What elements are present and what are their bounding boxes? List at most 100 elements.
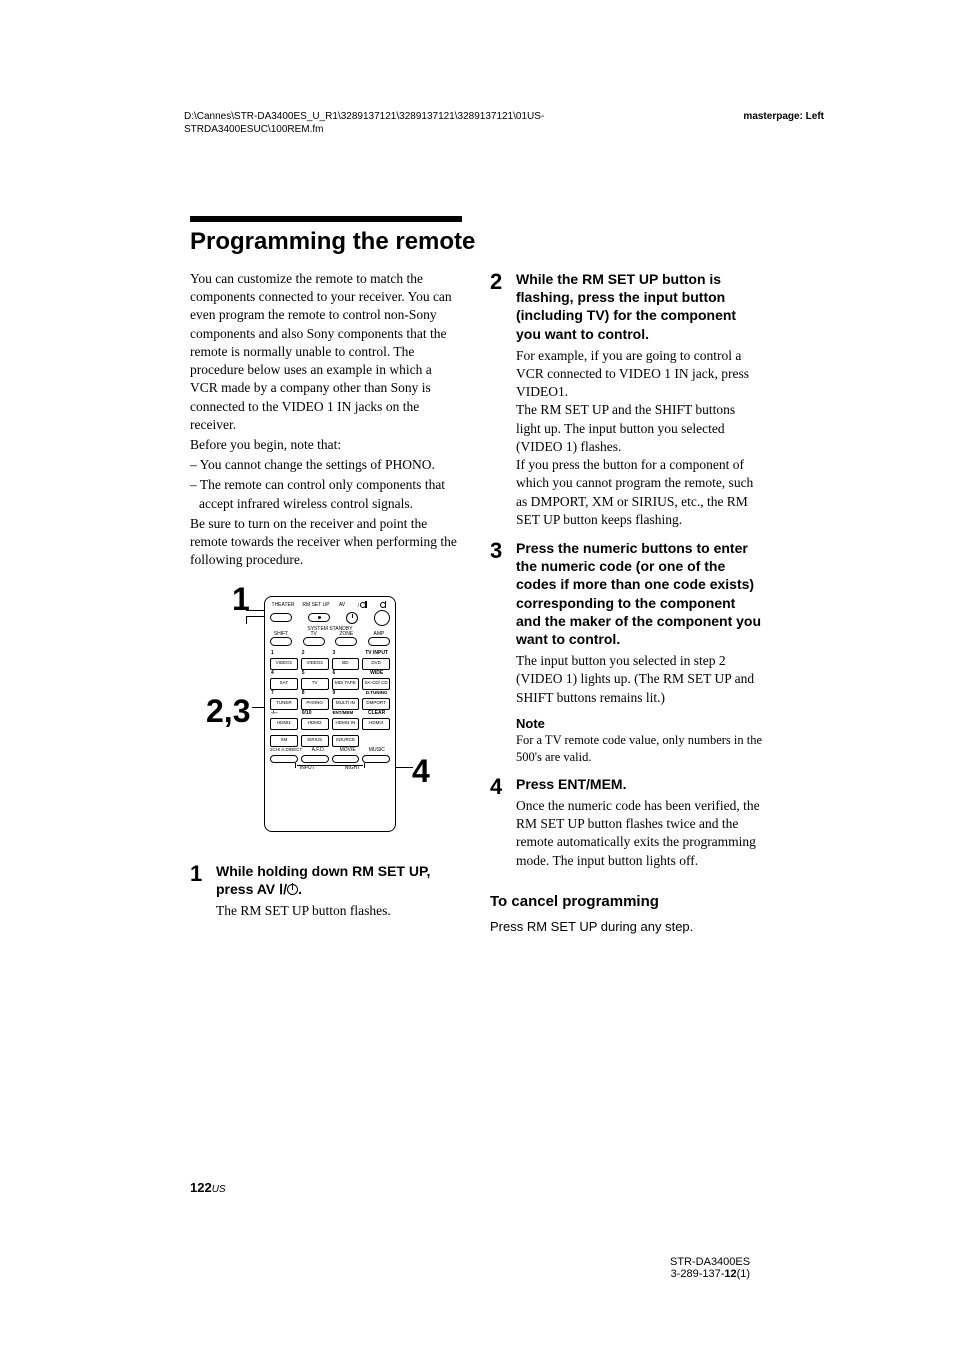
lbl-av: AV bbox=[336, 603, 348, 608]
title-rule bbox=[190, 216, 462, 222]
power-icon bbox=[287, 884, 298, 895]
lbl-theater: THEATER bbox=[270, 603, 296, 608]
key: SA-CD/ CD bbox=[362, 678, 390, 690]
btn bbox=[303, 637, 325, 646]
footer-model-rev: STR-DA3400ES 3-289-137-12(1) bbox=[670, 1256, 750, 1280]
key: VIDEO1 bbox=[270, 658, 298, 670]
num: 8 bbox=[301, 690, 329, 696]
cancel-text: Press RM SET UP during any step. bbox=[490, 918, 762, 936]
intro-bullet1: – You cannot change the settings of PHON… bbox=[190, 456, 462, 474]
num: ENT/MEM bbox=[332, 710, 360, 716]
lbl-zone: ZONE bbox=[335, 632, 357, 637]
btn-power bbox=[374, 610, 390, 626]
note-heading: Note bbox=[516, 715, 762, 733]
step-2-t1: For example, if you are going to control… bbox=[516, 347, 762, 402]
btn-av bbox=[346, 612, 358, 624]
page-title: Programming the remote bbox=[190, 228, 780, 256]
columns: You can customize the remote to match th… bbox=[190, 270, 780, 936]
step-3: 3 Press the numeric buttons to enter the… bbox=[490, 539, 762, 765]
intro-p1: You can customize the remote to match th… bbox=[190, 270, 462, 434]
note-text: For a TV remote code value, only numbers… bbox=[516, 732, 762, 765]
key: VIDEO2 bbox=[301, 658, 329, 670]
key: TUNER bbox=[270, 698, 298, 710]
lbl: 2CH/ A.DIRECT bbox=[270, 748, 302, 753]
cancel-heading: To cancel programming bbox=[490, 892, 762, 912]
step-number: 3 bbox=[490, 539, 516, 562]
lbl-io: / bbox=[354, 602, 370, 609]
page-content: D:\Cannes\STR-DA3400ES_U_R1\3289137121\3… bbox=[190, 110, 780, 936]
power-icon bbox=[380, 602, 386, 608]
masterpage-label: masterpage: Left bbox=[743, 110, 824, 136]
intro-p2: Before you begin, note that: bbox=[190, 436, 462, 454]
callout-4: 4 bbox=[412, 750, 430, 793]
btn bbox=[368, 637, 390, 646]
num: 3 bbox=[332, 650, 360, 656]
divider bbox=[297, 765, 363, 766]
num: 9 bbox=[332, 690, 360, 696]
key: HDMI3 IN bbox=[332, 718, 360, 730]
step-1-head: While holding down RM SET UP, press AV Ⅰ… bbox=[216, 862, 462, 898]
btn bbox=[362, 755, 390, 763]
key: TV bbox=[301, 678, 329, 690]
btn bbox=[335, 637, 357, 646]
num: 1 bbox=[270, 650, 298, 656]
key: SIRIUS bbox=[301, 735, 329, 747]
num: 6 bbox=[332, 670, 360, 676]
num: 5 bbox=[301, 670, 329, 676]
lbl-rmsetup: RM SET UP bbox=[302, 603, 330, 608]
key: DVD bbox=[362, 658, 390, 670]
num: TV INPUT bbox=[362, 650, 390, 656]
btn-theater bbox=[270, 613, 292, 622]
column-left: You can customize the remote to match th… bbox=[190, 270, 462, 936]
key: DMPORT bbox=[362, 698, 390, 710]
num: 4 bbox=[270, 670, 298, 676]
num: 7 bbox=[270, 690, 298, 696]
step-1: 1 While holding down RM SET UP, press AV… bbox=[190, 862, 462, 921]
btn bbox=[270, 755, 298, 763]
page-header-meta: D:\Cannes\STR-DA3400ES_U_R1\3289137121\3… bbox=[184, 110, 824, 136]
step-number: 2 bbox=[490, 270, 516, 293]
power-icon bbox=[360, 602, 366, 608]
step-2-t3: If you press the button for a component … bbox=[516, 456, 762, 529]
key: XM bbox=[270, 735, 298, 747]
lbl-amp: AMP bbox=[368, 632, 390, 637]
key: SAT bbox=[270, 678, 298, 690]
step-number: 1 bbox=[190, 862, 216, 885]
num: 2 bbox=[301, 650, 329, 656]
intro-bullet2: – The remote can control only components… bbox=[190, 476, 462, 512]
step-4: 4 Press ENT/MEM. Once the numeric code h… bbox=[490, 775, 762, 870]
step-3-t1: The input button you selected in step 2 … bbox=[516, 652, 762, 707]
leader bbox=[246, 616, 247, 624]
intro-p3: Be sure to turn on the receiver and poin… bbox=[190, 515, 462, 570]
step-4-t1: Once the numeric code has been verified,… bbox=[516, 797, 762, 870]
lbl: MUSIC bbox=[364, 748, 390, 753]
file-path: D:\Cannes\STR-DA3400ES_U_R1\3289137121\3… bbox=[184, 110, 584, 136]
key: MD/ TAPE bbox=[332, 678, 360, 690]
lbl: MOVIE bbox=[335, 748, 361, 753]
btn bbox=[301, 755, 329, 763]
num: D.TUNING bbox=[362, 690, 390, 696]
step-2-t2: The RM SET UP and the SHIFT buttons ligh… bbox=[516, 401, 762, 456]
key: HDMI1 bbox=[270, 718, 298, 730]
btn bbox=[270, 637, 292, 646]
lbl-night: NIGHT bbox=[345, 766, 361, 771]
step-number: 4 bbox=[490, 775, 516, 798]
callout-1: 1 bbox=[232, 578, 250, 621]
num: CLEAR bbox=[362, 710, 390, 716]
lbl-io2 bbox=[376, 602, 390, 609]
key: BD bbox=[332, 658, 360, 670]
step-2-head: While the RM SET UP button is flashing, … bbox=[516, 270, 762, 343]
btn-rmsetup bbox=[308, 613, 330, 622]
page-number: 122US bbox=[190, 1180, 226, 1195]
btn bbox=[332, 755, 360, 763]
num: -/-- bbox=[270, 710, 298, 716]
lbl-shift: SHIFT bbox=[270, 632, 292, 637]
step-3-head: Press the numeric buttons to enter the n… bbox=[516, 539, 762, 648]
key: PHONO bbox=[301, 698, 329, 710]
num: 0/10 bbox=[301, 710, 329, 716]
key: MULTI IN bbox=[332, 698, 360, 710]
key: HDMI4 bbox=[362, 718, 390, 730]
remote-diagram: 1 2,3 4 THEATER RM SET UP AV / bbox=[190, 582, 462, 852]
lbl-input: INPUT bbox=[300, 766, 315, 771]
lbl: A.F.D. bbox=[305, 748, 331, 753]
